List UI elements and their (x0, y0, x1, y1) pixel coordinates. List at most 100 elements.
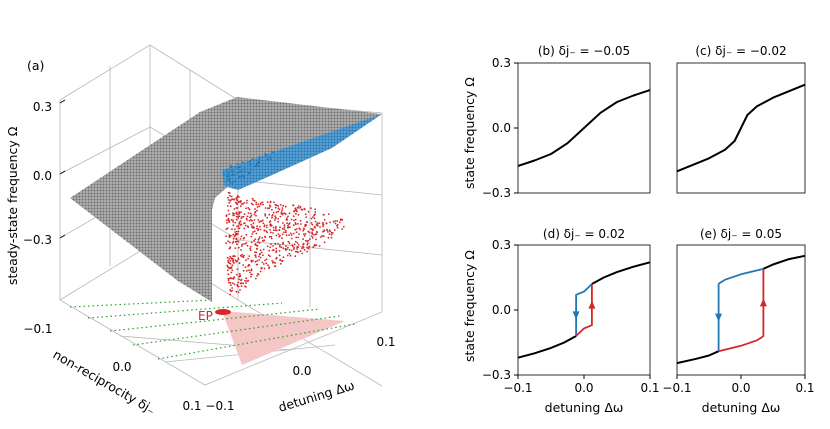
branch-point (249, 249, 252, 252)
branch-point (241, 253, 244, 256)
branch-point (254, 165, 257, 167)
branch-point (227, 171, 230, 174)
branch-point (322, 230, 324, 233)
branch-point (302, 243, 304, 246)
branch-point (235, 215, 238, 218)
y-tick: 0.0 (492, 121, 511, 135)
branch-point (274, 206, 277, 209)
branch-point (239, 282, 242, 285)
branch-point (239, 224, 242, 226)
branch-point (236, 213, 239, 216)
branch-point (230, 218, 233, 221)
y-tick: 0.1 (182, 399, 201, 413)
branch-point (297, 207, 299, 209)
panel-b-title: (b) δj₋ = −0.05 (538, 44, 630, 58)
branch-point (236, 162, 239, 165)
branch-point (226, 256, 229, 259)
branch-point (306, 250, 308, 253)
branch-point (245, 277, 248, 280)
branch-point (283, 226, 286, 229)
panel-d-x-label: detuning Δω (545, 400, 624, 415)
branch-point (235, 197, 238, 200)
branch-point (301, 252, 304, 255)
branch-point (254, 243, 257, 245)
branch-point (330, 233, 333, 236)
sweep-arrow-blue (572, 311, 580, 320)
panel-a-x-ticks: −0.1 0.0 0.1 (205, 335, 395, 413)
branch-point (237, 225, 240, 227)
branch-point (248, 160, 251, 163)
branch-point (232, 258, 235, 260)
branch-point (294, 222, 297, 224)
branch-point (267, 264, 269, 267)
x-tick: 0.0 (292, 364, 311, 378)
y-tick: 0.3 (492, 56, 511, 70)
panel-a-x-label: detuning Δω (276, 378, 356, 415)
branch-point (279, 215, 282, 218)
branch-point (304, 239, 307, 242)
branch-point (307, 230, 310, 233)
branch-point (268, 249, 271, 252)
branch-point (245, 286, 247, 288)
branch-point (332, 220, 335, 223)
branch-point (306, 242, 309, 245)
branch-point (274, 242, 277, 245)
branch-point (283, 224, 286, 227)
branch-point (329, 221, 331, 224)
branch-point (227, 175, 230, 178)
panel-b-y-ticks: 0.3 0.0 −0.3 (482, 56, 518, 200)
branch-point (254, 211, 257, 213)
branch-point (284, 213, 287, 216)
branch-point (250, 223, 253, 226)
branch-point (239, 238, 242, 240)
branch-point (273, 201, 275, 204)
branch-point (234, 228, 236, 231)
branch-point (302, 238, 304, 241)
branch-point (275, 229, 278, 232)
branch-point (232, 240, 235, 243)
x-tick: −0.1 (205, 399, 234, 413)
branch-point (225, 180, 228, 183)
branch-point (312, 246, 315, 249)
branch-point (283, 212, 286, 215)
x-tick: 0.1 (376, 335, 395, 349)
branch-point (271, 208, 273, 211)
branch-point (250, 241, 253, 244)
branch-point (314, 211, 317, 213)
branch-point (241, 170, 243, 173)
branch-point (240, 203, 243, 205)
branch-point (240, 285, 243, 287)
branch-point (225, 219, 228, 222)
branch-point (248, 171, 251, 174)
panel-a-y-label: non-reciprocity δj₋ (51, 347, 159, 418)
branch-point (257, 229, 259, 232)
branch-point (293, 210, 295, 213)
branch-point (270, 224, 273, 227)
branch-point (283, 231, 285, 234)
branch-point (285, 218, 288, 221)
y-tick: 0.0 (112, 360, 131, 374)
branch-point (231, 212, 234, 215)
branch-point (268, 213, 271, 216)
branch-point (272, 229, 275, 232)
branch-point (275, 234, 278, 237)
branch-point (244, 279, 246, 282)
branch-point (281, 209, 284, 212)
branch-point (293, 219, 295, 222)
branch-point (230, 195, 233, 198)
branch-point (336, 226, 339, 229)
ep-region (222, 311, 345, 365)
branch-point (316, 224, 319, 227)
branch-point (242, 215, 245, 218)
branch-point (281, 150, 284, 153)
branch-point (249, 212, 252, 215)
branch-point (285, 234, 288, 237)
branch-point (245, 282, 247, 284)
branch-point (234, 247, 237, 250)
branch-point (285, 231, 287, 234)
branch-point (226, 265, 229, 268)
branch-point (258, 158, 261, 161)
x-tick: 0.0 (731, 381, 750, 395)
branch-point (274, 227, 277, 230)
branch-point (258, 205, 261, 208)
